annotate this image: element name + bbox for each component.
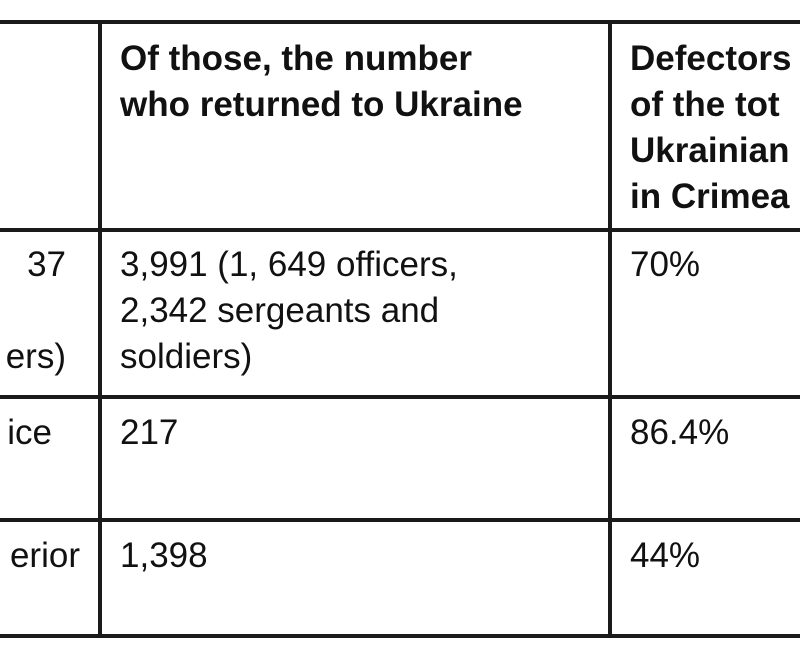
- table-cell-defectors: 44%: [630, 536, 701, 575]
- table-cell-returned: 217: [120, 413, 179, 452]
- table-cell-category: 37 ers): [5, 245, 66, 376]
- table-border-bottom: [0, 634, 800, 638]
- table-cell-defectors: 70%: [630, 245, 701, 284]
- row-divider: [0, 518, 800, 522]
- table-cell-returned: 3,991 (1, 649 officers, 2,342 sergeants …: [120, 245, 458, 376]
- table-cell-category: ice: [7, 413, 52, 452]
- header-cell-returned: Of those, the number who returned to Ukr…: [120, 39, 523, 124]
- header-divider: [0, 228, 800, 232]
- column-divider: [98, 22, 102, 638]
- table-cell-category: erior: [9, 536, 80, 575]
- column-divider: [608, 22, 612, 638]
- table-cell-returned: 1,398: [120, 536, 208, 575]
- table-border-top: [0, 20, 800, 24]
- table-cell-defectors: 86.4%: [630, 413, 730, 452]
- header-cell-defectors: Defectors of the tot Ukrainian in Crimea: [630, 39, 792, 216]
- row-divider: [0, 395, 800, 399]
